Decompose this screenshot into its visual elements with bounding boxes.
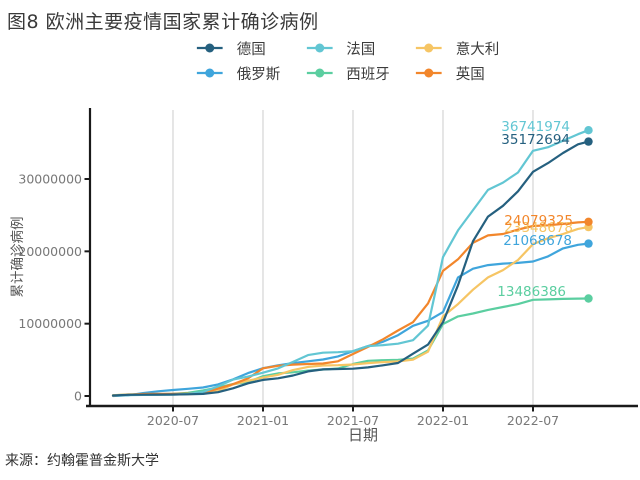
x-tick-label-2020-07: 2020-07	[147, 413, 199, 428]
series-line-西班牙	[111, 297, 590, 397]
series-end-dot-西班牙	[584, 294, 593, 303]
legend-key-spain-icon	[306, 68, 333, 78]
legend-item-italy: 意大利	[415, 38, 500, 58]
x-axis-title: 日期	[347, 426, 378, 444]
legend-key-germany-icon	[196, 43, 223, 53]
legend-label-italy: 意大利	[455, 41, 500, 58]
legend-label-uk: 英国	[455, 66, 485, 83]
legend-key-italy-icon	[415, 43, 442, 53]
legend-key-france-icon	[306, 43, 333, 53]
y-tick-label-10000000: 10000000	[18, 316, 82, 331]
legend-label-germany: 德国	[236, 41, 266, 58]
legend-column-1: 德国 俄罗斯	[196, 38, 281, 83]
series-end-dot-英国	[584, 217, 593, 226]
y-tick-label-20000000: 20000000	[18, 244, 82, 259]
x-tick-label-2022-07: 2022-07	[507, 413, 559, 428]
x-tick-label-2021-07: 2021-07	[327, 413, 379, 428]
legend-item-germany: 德国	[196, 38, 281, 58]
source-note: 来源：约翰霍普金斯大学	[5, 453, 159, 469]
series-line-俄罗斯	[111, 242, 590, 398]
y-tick-label-0: 0	[74, 389, 82, 404]
legend-item-russia: 俄罗斯	[196, 63, 281, 83]
y-tick-label-30000000: 30000000	[18, 172, 82, 187]
legend-label-france: 法国	[346, 41, 376, 58]
series-end-label-英国: 24079325	[504, 213, 573, 229]
series-end-dot-德国	[584, 137, 593, 146]
series-end-label-意大利: 23348678	[504, 220, 573, 236]
figure-title: 图8 欧洲主要疫情国家累计确诊病例	[7, 11, 319, 33]
series-line-意大利	[111, 226, 590, 397]
legend-item-france: 法国	[306, 38, 390, 58]
series-end-label-西班牙: 13486386	[497, 284, 566, 300]
legend-item-spain: 西班牙	[306, 63, 390, 83]
legend-key-uk-icon	[415, 68, 442, 78]
series-end-dot-法国	[584, 126, 593, 135]
series-end-label-德国: 35172694	[501, 132, 570, 148]
legend: 德国 俄罗斯 法国 西班牙 意大利 英国	[196, 38, 500, 83]
series-end-dot-俄罗斯	[584, 239, 593, 248]
series-end-label-俄罗斯: 21068678	[503, 233, 572, 249]
series-end-label-法国: 36741974	[501, 119, 570, 135]
y-axis-title: 累计确诊病例	[10, 216, 26, 298]
legend-label-russia: 俄罗斯	[236, 66, 281, 83]
legend-key-russia-icon	[196, 68, 223, 78]
legend-label-spain: 西班牙	[346, 66, 390, 83]
x-tick-label-2022-01: 2022-01	[417, 413, 469, 428]
series-line-德国	[111, 140, 590, 397]
x-tick-label-2021-01: 2021-01	[237, 413, 289, 428]
legend-column-2: 法国 西班牙	[306, 38, 390, 83]
legend-item-uk: 英国	[415, 63, 500, 83]
legend-column-3: 意大利 英国	[415, 38, 500, 83]
